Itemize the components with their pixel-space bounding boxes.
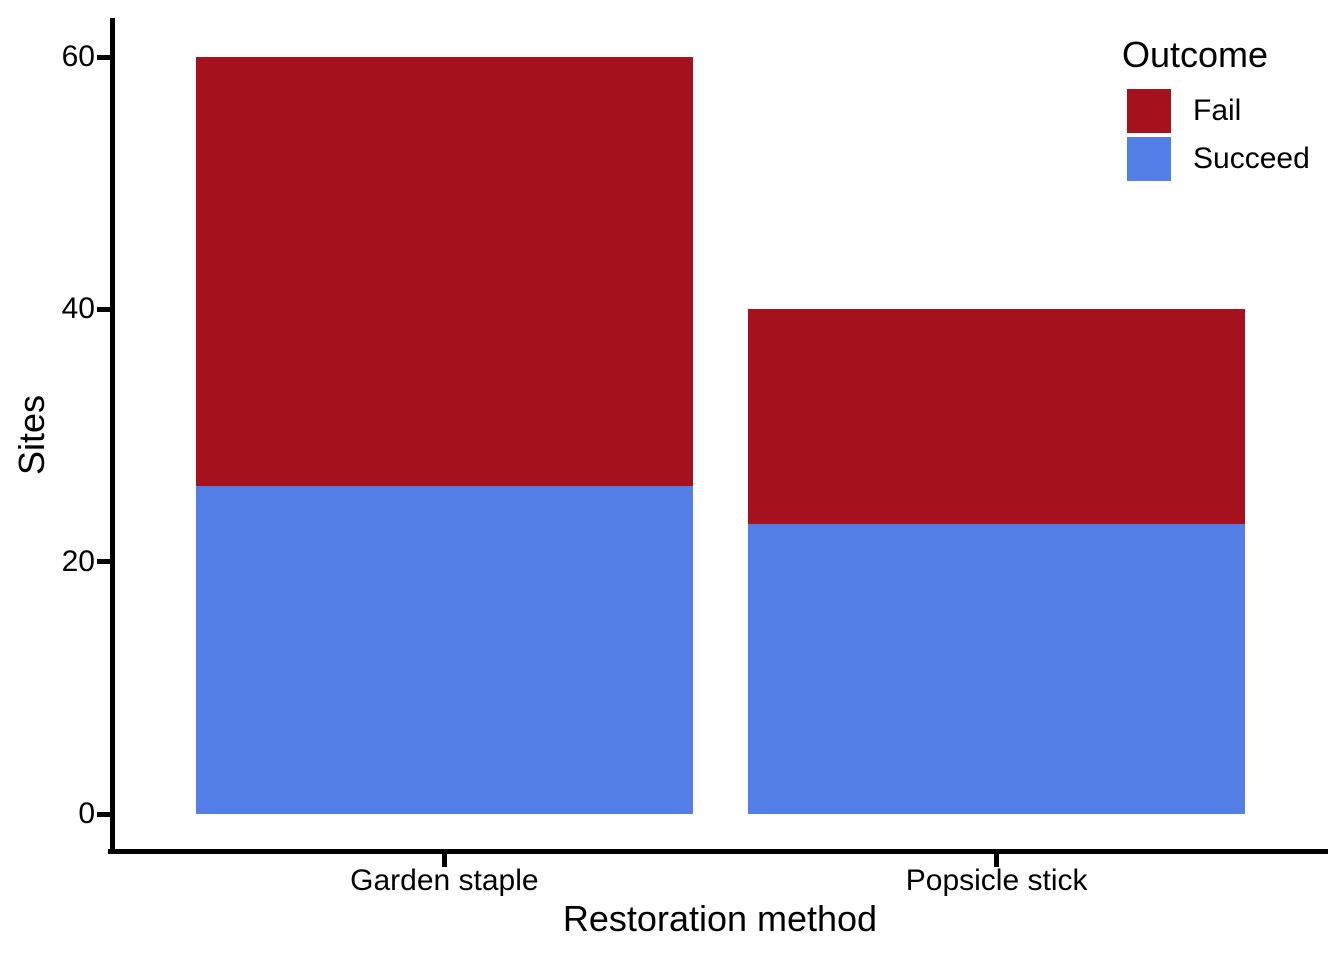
x-axis-title: Restoration method: [562, 898, 878, 939]
y-axis-line: [110, 18, 115, 854]
legend-swatch-fail: [1127, 89, 1171, 133]
y-axis-title: Sites: [11, 394, 52, 476]
legend-title: Outcome: [1122, 34, 1269, 75]
bar-segment-fail-popsicle-stick: [748, 309, 1246, 524]
y-tick-20: [97, 559, 110, 565]
y-tick-60: [97, 54, 110, 60]
legend-label-succeed: Succeed: [1193, 142, 1310, 175]
y-tick-label-20: 20: [61, 544, 95, 578]
bar-segment-succeed-popsicle-stick: [748, 523, 1246, 814]
y-tick-label-40: 40: [61, 292, 95, 326]
y-tick-label-60: 60: [61, 40, 95, 73]
y-tick-label-0: 0: [78, 797, 95, 830]
y-tick-40: [97, 306, 110, 312]
x-tick-popsicle-stick: [994, 854, 1000, 867]
legend-label-fail: Fail: [1193, 94, 1242, 127]
x-axis-line: [108, 849, 1328, 854]
bar-segment-succeed-garden-staple: [195, 485, 693, 814]
x-tick-label-popsicle-stick: Popsicle stick: [905, 864, 1088, 897]
legend-item-succeed: Succeed: [1127, 137, 1310, 181]
x-tick-label-garden-staple: Garden staple: [350, 864, 539, 897]
legend-item-fail: Fail: [1127, 89, 1241, 133]
bar-segment-fail-garden-staple: [195, 57, 693, 486]
y-tick-0: [97, 811, 110, 817]
legend-swatch-succeed: [1127, 137, 1171, 181]
x-tick-garden-staple: [441, 854, 447, 867]
